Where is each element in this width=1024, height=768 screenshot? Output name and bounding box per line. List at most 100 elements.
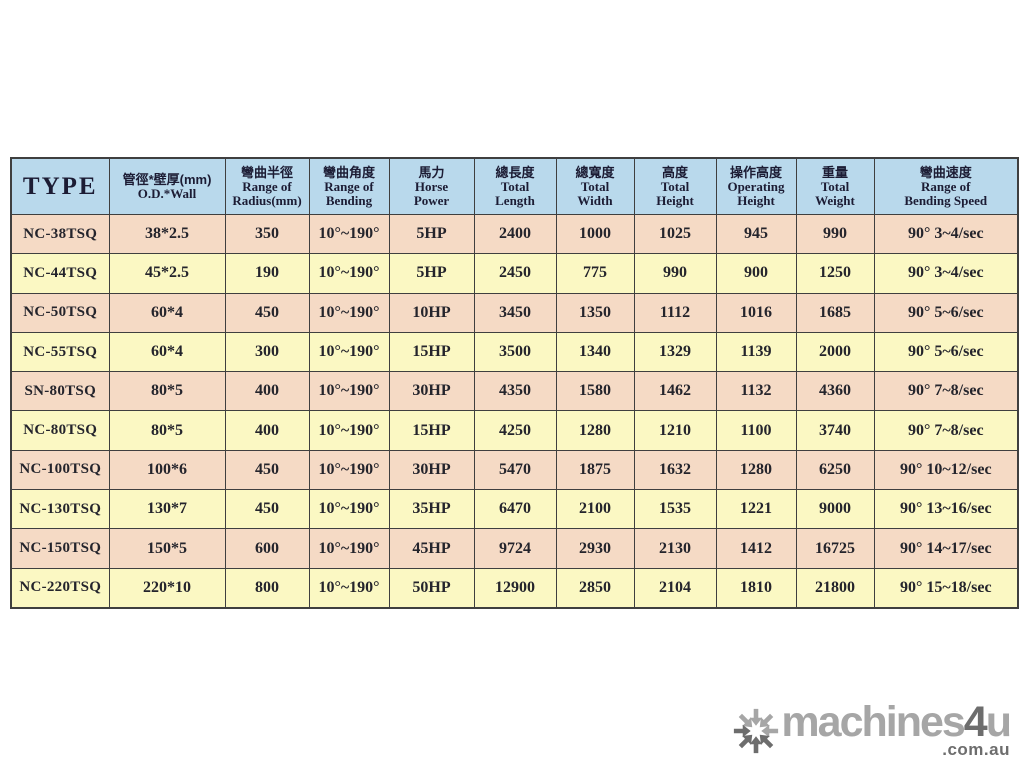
cell-NC-44TSQ-type: NC-44TSQ	[10, 253, 110, 294]
cell-NC-150TSQ-od-wall: 150*5	[108, 528, 226, 569]
cell-NC-130TSQ-bending-speed: 90° 13~16/sec	[873, 489, 1019, 530]
cell-NC-220TSQ-horse-power: 50HP	[388, 567, 475, 609]
cell-NC-220TSQ-total-length: 12900	[473, 567, 557, 609]
cell-NC-55TSQ-radius: 300	[224, 331, 310, 373]
cell-NC-38TSQ-total-length: 2400	[473, 213, 557, 255]
col-header-en: Total	[580, 179, 610, 194]
cell-NC-80TSQ-total-width: 1280	[555, 410, 635, 451]
table-row-NC-100TSQ: NC-100TSQ 100*6 450 10°~190° 30HP 5470 1875 163…	[10, 449, 1019, 491]
cell-NC-55TSQ-od-wall: 60*4	[108, 331, 226, 373]
table-row-NC-55TSQ: NC-55TSQ 60*4 300 10°~190° 15HP 3500 1340 1329 1…	[10, 331, 1019, 373]
cell-NC-44TSQ-radius: 190	[224, 253, 310, 294]
cell-NC-100TSQ-total-length: 5470	[473, 449, 557, 491]
cell-NC-80TSQ-total-length: 4250	[473, 410, 557, 451]
cell-NC-100TSQ-total-width: 1875	[555, 449, 635, 491]
col-header-en: Range of	[324, 179, 374, 194]
cell-NC-55TSQ-total-weight: 2000	[795, 331, 875, 373]
cell-NC-130TSQ-total-weight: 9000	[795, 489, 875, 530]
cell-NC-38TSQ-horse-power: 5HP	[388, 213, 475, 255]
cell-NC-50TSQ-operating-height: 1016	[715, 292, 797, 333]
snowflake-arm	[734, 724, 752, 738]
cell-NC-50TSQ-total-height: 1112	[633, 292, 717, 333]
cell-NC-55TSQ-total-height: 1329	[633, 331, 717, 373]
cell-NC-44TSQ-bending-speed: 90° 3~4/sec	[873, 253, 1019, 294]
col-header-zh: 總寬度	[575, 165, 615, 180]
cell-NC-130TSQ-od-wall: 130*7	[108, 489, 226, 530]
cell-NC-130TSQ-type: NC-130TSQ	[10, 489, 110, 530]
cell-SN-80TSQ-od-wall: 80*5	[108, 371, 226, 412]
cell-NC-38TSQ-radius: 350	[224, 213, 310, 255]
spec-table: TYPE 管徑*壁厚(mm) O.D.*Wall 彎曲半徑 Range of Radius…	[10, 157, 1019, 609]
table-row-NC-38TSQ: NC-38TSQ 38*2.5 350 10°~190° 5HP 2400 1000 1025…	[10, 213, 1019, 255]
logo-text-4: 4	[963, 698, 988, 746]
cell-NC-55TSQ-operating-height: 1139	[715, 331, 797, 373]
cell-NC-44TSQ-total-weight: 1250	[795, 253, 875, 294]
cell-NC-50TSQ-bending-speed: 90° 5~6/sec	[873, 292, 1019, 333]
cell-SN-80TSQ-operating-height: 1132	[715, 371, 797, 412]
spec-table-body: NC-38TSQ 38*2.5 350 10°~190° 5HP 2400 1000 1025…	[10, 213, 1019, 609]
col-header-type: TYPE	[10, 157, 110, 215]
table-row-NC-80TSQ: NC-80TSQ 80*5 400 10°~190° 15HP 4250 1280 1210 1…	[10, 410, 1019, 451]
cell-NC-50TSQ-horse-power: 10HP	[388, 292, 475, 333]
cell-NC-55TSQ-horse-power: 15HP	[388, 331, 475, 373]
cell-NC-50TSQ-bending: 10°~190°	[308, 292, 390, 333]
cell-NC-130TSQ-horse-power: 35HP	[388, 489, 475, 530]
snowflake-arm	[760, 734, 774, 749]
spec-table-header: TYPE 管徑*壁厚(mm) O.D.*Wall 彎曲半徑 Range of Radius…	[10, 157, 1019, 215]
cell-NC-130TSQ-total-height: 1535	[633, 489, 717, 530]
cell-NC-150TSQ-total-weight: 16725	[795, 528, 875, 569]
cell-NC-220TSQ-total-width: 2850	[555, 567, 635, 609]
cell-NC-80TSQ-radius: 400	[224, 410, 310, 451]
col-header-en: Range of	[921, 179, 971, 194]
cell-NC-80TSQ-total-weight: 3740	[795, 410, 875, 451]
col-header-operating-height: 操作高度 Operating Height	[715, 157, 797, 215]
col-header-en: O.D.*Wall	[137, 186, 197, 201]
cell-NC-150TSQ-total-width: 2930	[555, 528, 635, 569]
cell-NC-150TSQ-total-height: 2130	[633, 528, 717, 569]
cell-SN-80TSQ-bending-speed: 90° 7~8/sec	[873, 371, 1019, 412]
cell-NC-50TSQ-type: NC-50TSQ	[10, 292, 110, 333]
machines4u-logo: machines4u .com.au	[733, 698, 1012, 758]
cell-SN-80TSQ-total-weight: 4360	[795, 371, 875, 412]
cell-NC-130TSQ-total-width: 2100	[555, 489, 635, 530]
cell-NC-130TSQ-operating-height: 1221	[715, 489, 797, 530]
col-header-zh: 管徑*壁厚(mm)	[122, 172, 212, 187]
cell-NC-55TSQ-bending: 10°~190°	[308, 331, 390, 373]
col-header-radius: 彎曲半徑 Range of Radius(mm)	[224, 157, 310, 215]
cell-NC-100TSQ-total-height: 1632	[633, 449, 717, 491]
col-header-en: Total	[500, 179, 530, 194]
cell-NC-80TSQ-bending-speed: 90° 7~8/sec	[873, 410, 1019, 451]
cell-NC-150TSQ-type: NC-150TSQ	[10, 528, 110, 569]
cell-NC-220TSQ-operating-height: 1810	[715, 567, 797, 609]
cell-NC-130TSQ-total-length: 6470	[473, 489, 557, 530]
col-header-en: Height	[737, 193, 775, 208]
col-header-zh: 重量	[821, 165, 848, 180]
snowflake-arm	[739, 734, 753, 749]
cell-NC-50TSQ-total-weight: 1685	[795, 292, 875, 333]
cell-NC-220TSQ-od-wall: 220*10	[108, 567, 226, 609]
col-header-en: Radius(mm)	[232, 193, 302, 208]
table-row-NC-130TSQ: NC-130TSQ 130*7 450 10°~190° 35HP 6470 2100 153…	[10, 489, 1019, 530]
col-header-en: Height	[656, 193, 694, 208]
cell-NC-80TSQ-operating-height: 1100	[715, 410, 797, 451]
col-header-en: Bending Speed	[904, 193, 988, 208]
col-header-zh: 操作高度	[729, 165, 782, 180]
cell-SN-80TSQ-type: SN-80TSQ	[10, 371, 110, 412]
col-header-en: Weight	[815, 193, 855, 208]
cell-NC-150TSQ-operating-height: 1412	[715, 528, 797, 569]
cell-NC-100TSQ-bending: 10°~190°	[308, 449, 390, 491]
cell-NC-55TSQ-type: NC-55TSQ	[10, 331, 110, 373]
col-header-en: Bending	[325, 193, 373, 208]
cell-NC-38TSQ-bending: 10°~190°	[308, 213, 390, 255]
col-header-zh: 總長度	[495, 165, 535, 180]
col-header-od-wall: 管徑*壁厚(mm) O.D.*Wall	[108, 157, 226, 215]
snowflake-arm	[761, 724, 779, 738]
cell-NC-130TSQ-bending: 10°~190°	[308, 489, 390, 530]
cell-SN-80TSQ-horse-power: 30HP	[388, 371, 475, 412]
cell-NC-55TSQ-total-width: 1340	[555, 331, 635, 373]
cell-NC-38TSQ-type: NC-38TSQ	[10, 213, 110, 255]
cell-NC-38TSQ-total-weight: 990	[795, 213, 875, 255]
cell-NC-220TSQ-bending-speed: 90° 15~18/sec	[873, 567, 1019, 609]
cell-NC-38TSQ-operating-height: 945	[715, 213, 797, 255]
logo-brand: machines4u	[781, 698, 1012, 746]
